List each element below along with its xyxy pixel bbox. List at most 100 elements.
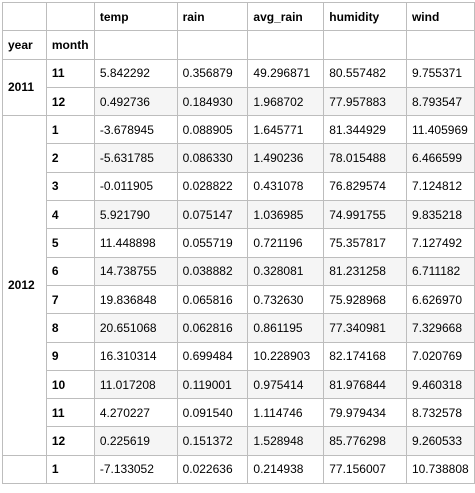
cell-wind: 11.405969: [405, 115, 475, 145]
table-row: 12 0.225619 0.151372 1.528948 85.776298 9.260…: [3, 426, 475, 456]
cell-avg-rain: 0.328081: [247, 256, 325, 286]
empty-header-cell: [93, 30, 178, 60]
cell-temp: 5.921790: [93, 200, 178, 230]
corner-cell: [2, 1, 47, 32]
month-index-cell: 5: [45, 228, 95, 258]
month-index-cell: 12: [45, 426, 95, 456]
table-row: 9 16.310314 0.699484 10.228903 82.174168 7.02…: [3, 341, 475, 371]
cell-humidity: 77.156007: [323, 454, 407, 485]
cell-wind: 8.793547: [405, 86, 475, 117]
cell-rain: 0.022636: [176, 454, 249, 485]
table-row: 2012 1 -3.678945 0.088905 1.645771 81.344929 1…: [2, 115, 475, 456]
table-row: 1 -7.133052 0.022636 0.214938 77.156007 10.73…: [2, 454, 475, 485]
cell-rain: 0.184930: [176, 86, 249, 117]
cell-rain: 0.119001: [176, 369, 249, 400]
month-index-cell: 9: [45, 341, 95, 371]
cell-avg-rain: 0.721196: [247, 228, 325, 258]
column-header-humidity: humidity: [323, 1, 407, 32]
cell-avg-rain: 0.214938: [247, 454, 325, 485]
table-row: 10 11.017208 0.119001 0.975414 81.976844 9.46…: [3, 369, 475, 400]
empty-header-cell: [405, 30, 475, 60]
cell-rain: 0.065816: [176, 284, 249, 315]
month-index-cell: 3: [45, 171, 95, 202]
cell-wind: 7.124812: [405, 171, 475, 202]
month-index-cell: 6: [45, 256, 95, 286]
table-row: 6 14.738755 0.038882 0.328081 81.231258 6.711…: [3, 256, 475, 286]
cell-wind: 6.711182: [405, 256, 475, 286]
month-index-cell: 1: [45, 115, 95, 145]
cell-wind: 9.460318: [405, 369, 475, 400]
cell-avg-rain: 0.431078: [247, 171, 325, 202]
month-index-cell: 4: [45, 200, 95, 230]
cell-wind: 9.835218: [405, 200, 475, 230]
cell-humidity: 77.957883: [323, 86, 407, 117]
cell-humidity: 74.991755: [323, 200, 407, 230]
cell-temp: -3.678945: [93, 115, 178, 145]
cell-temp: 14.738755: [93, 256, 178, 286]
cell-humidity: 76.829574: [323, 171, 407, 202]
table-row: 2011 11 5.842292 0.356879 49.296871 80.557482…: [2, 58, 475, 117]
cell-temp: 0.492736: [93, 86, 178, 117]
cell-avg-rain: 0.975414: [247, 369, 325, 400]
cell-wind: 10.738808: [405, 454, 475, 485]
cell-humidity: 81.344929: [323, 115, 407, 145]
cell-avg-rain: 1.036985: [247, 200, 325, 230]
cell-wind: 8.732578: [405, 398, 475, 428]
cell-rain: 0.151372: [176, 426, 249, 456]
table-row: 11 4.270227 0.091540 1.114746 79.979434 8.732…: [3, 398, 475, 428]
cell-temp: 19.836848: [93, 284, 178, 315]
year-index-cell: 2012: [2, 115, 47, 456]
table-row: 5 11.448898 0.055719 0.721196 75.357817 7.127…: [3, 228, 475, 258]
cell-wind: 7.127492: [405, 228, 475, 258]
cell-temp: 5.842292: [93, 58, 178, 88]
year-index-cell: [2, 454, 47, 485]
empty-header-cell: [247, 30, 325, 60]
cell-wind: 7.020769: [405, 341, 475, 371]
cell-rain: 0.356879: [176, 58, 249, 88]
cell-avg-rain: 10.228903: [247, 341, 325, 371]
month-index-cell: 2: [45, 143, 95, 173]
cell-temp: 0.225619: [93, 426, 178, 456]
corner-cell: [45, 1, 95, 32]
empty-header-cell: [176, 30, 249, 60]
cell-avg-rain: 0.732630: [247, 284, 325, 315]
cell-rain: 0.075147: [176, 200, 249, 230]
cell-wind: 9.260533: [405, 426, 475, 456]
cell-avg-rain: 0.861195: [247, 313, 325, 343]
month-index-cell: 11: [45, 58, 95, 88]
index-header-row: year month: [2, 30, 475, 60]
column-header-row: temp rain avg_rain humidity wind: [2, 1, 475, 32]
cell-avg-rain: 1.968702: [247, 86, 325, 117]
cell-temp: 11.448898: [93, 228, 178, 258]
dataframe-output: temp rain avg_rain humidity wind year mo…: [2, 1, 475, 485]
cell-avg-rain: 49.296871: [247, 58, 325, 88]
empty-header-cell: [323, 30, 407, 60]
month-index-cell: 8: [45, 313, 95, 343]
cell-humidity: 85.776298: [323, 426, 407, 456]
cell-avg-rain: 1.114746: [247, 398, 325, 428]
cell-humidity: 78.015488: [323, 143, 407, 173]
cell-wind: 7.329668: [405, 313, 475, 343]
column-header-wind: wind: [405, 1, 475, 32]
index-name-month: month: [45, 30, 95, 60]
cell-rain: 0.086330: [176, 143, 249, 173]
table-row: 4 5.921790 0.075147 1.036985 74.991755 9.8352…: [3, 200, 475, 230]
cell-temp: -5.631785: [93, 143, 178, 173]
cell-wind: 6.466599: [405, 143, 475, 173]
month-index-cell: 1: [45, 454, 95, 485]
cell-temp: -0.011905: [93, 171, 178, 202]
cell-humidity: 77.340981: [323, 313, 407, 343]
month-index-cell: 12: [45, 86, 95, 117]
cell-temp: 11.017208: [93, 369, 178, 400]
cell-avg-rain: 1.528948: [247, 426, 325, 456]
cell-rain: 0.091540: [176, 398, 249, 428]
cell-humidity: 79.979434: [323, 398, 407, 428]
index-name-year: year: [2, 30, 47, 60]
column-header-temp: temp: [93, 1, 178, 32]
cell-temp: 20.651068: [93, 313, 178, 343]
cell-temp: 4.270227: [93, 398, 178, 428]
month-index-cell: 10: [45, 369, 95, 400]
cell-humidity: 80.557482: [323, 58, 407, 88]
column-header-avg-rain: avg_rain: [247, 1, 325, 32]
cell-humidity: 81.976844: [323, 369, 407, 400]
